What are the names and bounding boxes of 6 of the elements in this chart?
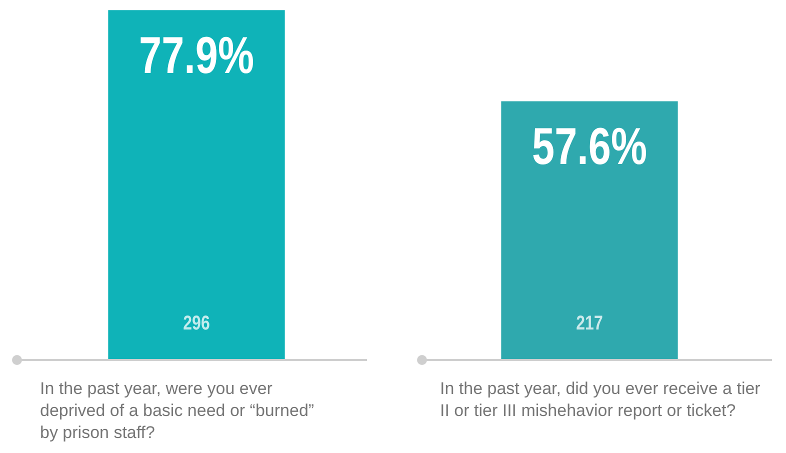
annotation: 296 [183,312,210,334]
annotation: 217 [576,312,603,334]
data-label: 57.6% [532,117,647,176]
x-tick-label: In the past year, were you ever deprived of a basic need or “burned” by prison staff? [40,378,316,444]
x-tick-label: In the past year, did you ever receive a tier II or tier III mishehavior report or ticket? [440,378,762,422]
data-label: 77.9% [139,26,254,84]
